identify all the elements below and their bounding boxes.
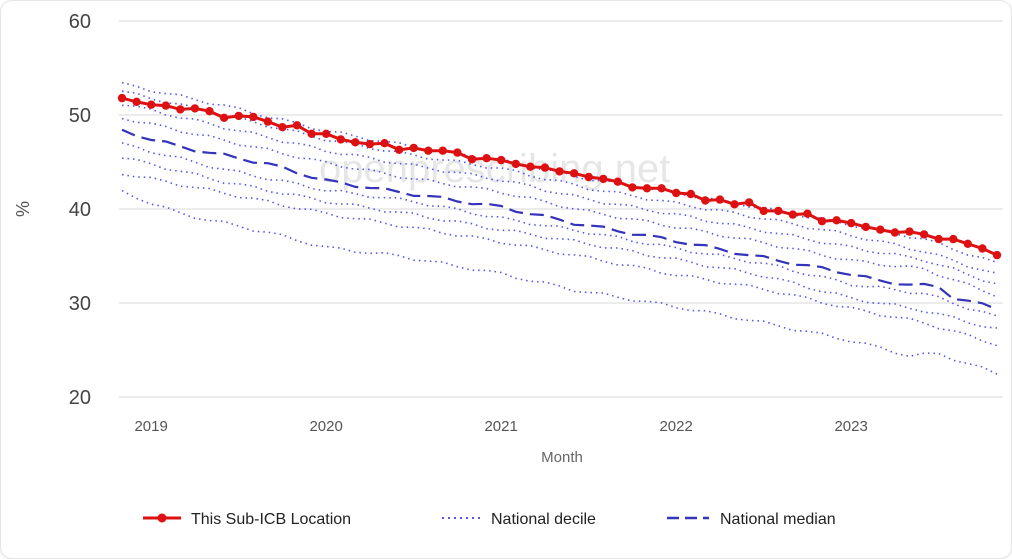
location-point[interactable] bbox=[832, 216, 841, 225]
y-axis-title: % bbox=[13, 201, 33, 217]
x-tick-label: 2022 bbox=[659, 418, 692, 435]
location-point[interactable] bbox=[876, 225, 885, 234]
national-decile-line bbox=[121, 189, 998, 375]
y-tick-label: 20 bbox=[69, 387, 91, 409]
x-axis-title: Month bbox=[541, 449, 583, 466]
location-point[interactable] bbox=[365, 139, 375, 149]
location-point[interactable] bbox=[599, 174, 608, 184]
location-point[interactable] bbox=[132, 97, 141, 107]
y-tick-label: 40 bbox=[69, 199, 91, 221]
location-point[interactable] bbox=[249, 112, 258, 122]
location-point[interactable] bbox=[467, 155, 477, 164]
y-tick-label: 50 bbox=[69, 105, 91, 127]
location-point[interactable] bbox=[803, 209, 812, 218]
legend: This Sub-ICB Location National decile Na… bbox=[143, 511, 836, 528]
legend-label-location: This Sub-ICB Location bbox=[191, 511, 351, 528]
location-point[interactable] bbox=[292, 121, 302, 130]
location-point[interactable] bbox=[394, 145, 404, 154]
grid-lines bbox=[119, 20, 1003, 398]
location-point[interactable] bbox=[584, 172, 593, 182]
location-point[interactable] bbox=[890, 228, 900, 237]
location-point[interactable] bbox=[774, 206, 783, 216]
y-tick-labels: 20 30 40 50 60 bbox=[69, 11, 91, 409]
location-point[interactable] bbox=[234, 111, 243, 121]
location-point[interactable] bbox=[628, 183, 637, 192]
national-decile-line bbox=[121, 104, 998, 285]
location-point[interactable] bbox=[263, 117, 272, 126]
location-point[interactable] bbox=[861, 222, 870, 232]
location-point[interactable] bbox=[905, 227, 914, 236]
location-point[interactable] bbox=[453, 148, 462, 157]
location-point[interactable] bbox=[380, 139, 389, 148]
location-point[interactable] bbox=[511, 159, 520, 169]
location-point[interactable] bbox=[497, 155, 506, 165]
location-point[interactable] bbox=[409, 143, 418, 153]
location-point[interactable] bbox=[613, 177, 622, 186]
legend-item-median[interactable]: National median bbox=[667, 511, 836, 528]
location-point[interactable] bbox=[715, 195, 725, 204]
location-point[interactable] bbox=[147, 100, 156, 109]
location-point[interactable] bbox=[117, 93, 127, 103]
location-point[interactable] bbox=[949, 234, 958, 244]
location-point[interactable] bbox=[540, 163, 550, 172]
location-point[interactable] bbox=[438, 146, 447, 155]
legend-location-marker bbox=[157, 513, 167, 523]
location-point[interactable] bbox=[657, 184, 666, 193]
location-point[interactable] bbox=[759, 206, 768, 216]
location-point[interactable] bbox=[555, 167, 564, 176]
location-point[interactable] bbox=[788, 210, 797, 219]
location-point[interactable] bbox=[730, 200, 739, 209]
national-decile-line bbox=[121, 157, 998, 329]
legend-label-decile: National decile bbox=[491, 511, 596, 528]
legend-item-decile[interactable]: National decile bbox=[442, 511, 596, 528]
location-point[interactable] bbox=[205, 107, 214, 116]
national-decile-line bbox=[121, 173, 998, 347]
national-decile-line bbox=[121, 117, 998, 298]
location-point[interactable] bbox=[351, 138, 360, 147]
legend-label-median: National median bbox=[720, 511, 836, 528]
location-point[interactable] bbox=[322, 129, 331, 138]
location-point[interactable] bbox=[278, 123, 287, 132]
location-point[interactable] bbox=[978, 244, 987, 253]
location-point[interactable] bbox=[219, 113, 229, 123]
location-point[interactable] bbox=[642, 184, 652, 193]
location-point[interactable] bbox=[919, 230, 929, 239]
y-tick-label: 30 bbox=[69, 293, 91, 315]
national-decile-line bbox=[121, 90, 998, 274]
location-point[interactable] bbox=[934, 234, 943, 244]
location-point[interactable] bbox=[336, 135, 345, 144]
x-tick-label: 2020 bbox=[309, 418, 342, 435]
location-point[interactable] bbox=[569, 169, 579, 178]
location-point[interactable] bbox=[992, 250, 1002, 260]
location-point[interactable] bbox=[482, 154, 491, 163]
location-point[interactable] bbox=[817, 217, 827, 226]
location-point[interactable] bbox=[963, 239, 972, 248]
location-point[interactable] bbox=[701, 196, 710, 205]
national-median-line bbox=[121, 128, 998, 311]
location-point[interactable] bbox=[672, 188, 681, 198]
location-point[interactable] bbox=[176, 105, 185, 114]
location-point[interactable] bbox=[847, 218, 856, 228]
national-decile-line bbox=[121, 142, 998, 317]
location-point[interactable] bbox=[307, 129, 316, 138]
location-point[interactable] bbox=[686, 189, 695, 199]
series-lines bbox=[117, 81, 1002, 375]
x-tick-label: 2021 bbox=[484, 418, 517, 435]
watermark: openprescribing.net bbox=[319, 147, 670, 191]
y-tick-label: 60 bbox=[69, 11, 91, 33]
location-point[interactable] bbox=[161, 101, 170, 110]
x-tick-label: 2023 bbox=[834, 418, 867, 435]
x-tick-label: 2019 bbox=[134, 418, 167, 435]
location-point[interactable] bbox=[526, 162, 535, 171]
location-point[interactable] bbox=[190, 104, 200, 113]
legend-item-location[interactable]: This Sub-ICB Location bbox=[143, 511, 351, 528]
location-point[interactable] bbox=[744, 198, 754, 207]
location-point[interactable] bbox=[424, 146, 433, 155]
x-tick-labels: 2019 2020 2021 2022 2023 bbox=[134, 418, 867, 435]
